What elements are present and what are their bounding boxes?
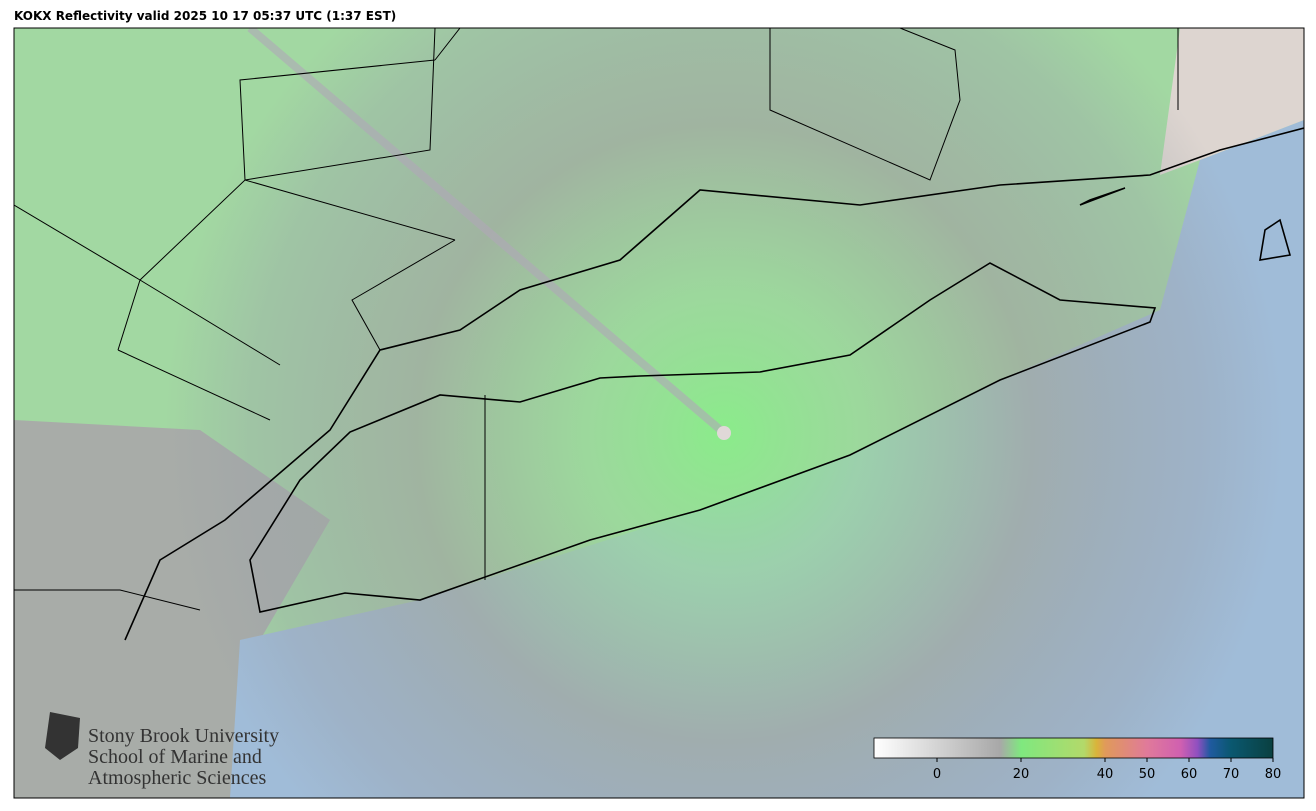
radar-beam xyxy=(247,28,727,437)
island xyxy=(1079,187,1126,206)
colorbar-fill xyxy=(873,737,1274,759)
colorbar-tick-label: 20 xyxy=(1013,767,1030,782)
logo-text: Atmospheric Sciences xyxy=(88,767,266,789)
map-title: KOKX Reflectivity valid 2025 10 17 05:37… xyxy=(14,9,396,23)
radar-site xyxy=(717,426,731,440)
logo-text: Stony Brook University xyxy=(88,725,279,747)
long-island xyxy=(249,262,1157,613)
colorbar-tick-label: 60 xyxy=(1181,767,1198,782)
colorbar-tick-label: 0 xyxy=(933,767,941,782)
colorbar-tick-label: 50 xyxy=(1139,767,1156,782)
colorbar-tick-label: 40 xyxy=(1097,767,1114,782)
colorbar-tick-label: 70 xyxy=(1223,767,1240,782)
colorbar: 0 20 40 50 60 70 80 xyxy=(873,737,1282,782)
radar-echo xyxy=(14,28,1304,798)
colorbar-tick-label: 80 xyxy=(1265,767,1282,782)
logo-text: School of Marine and xyxy=(88,746,262,768)
island xyxy=(1259,218,1292,261)
mainland-coast xyxy=(124,127,1304,641)
map xyxy=(14,28,1304,798)
logo-shield xyxy=(45,712,80,760)
boundaries xyxy=(14,28,1179,611)
map-frame xyxy=(13,27,1305,799)
